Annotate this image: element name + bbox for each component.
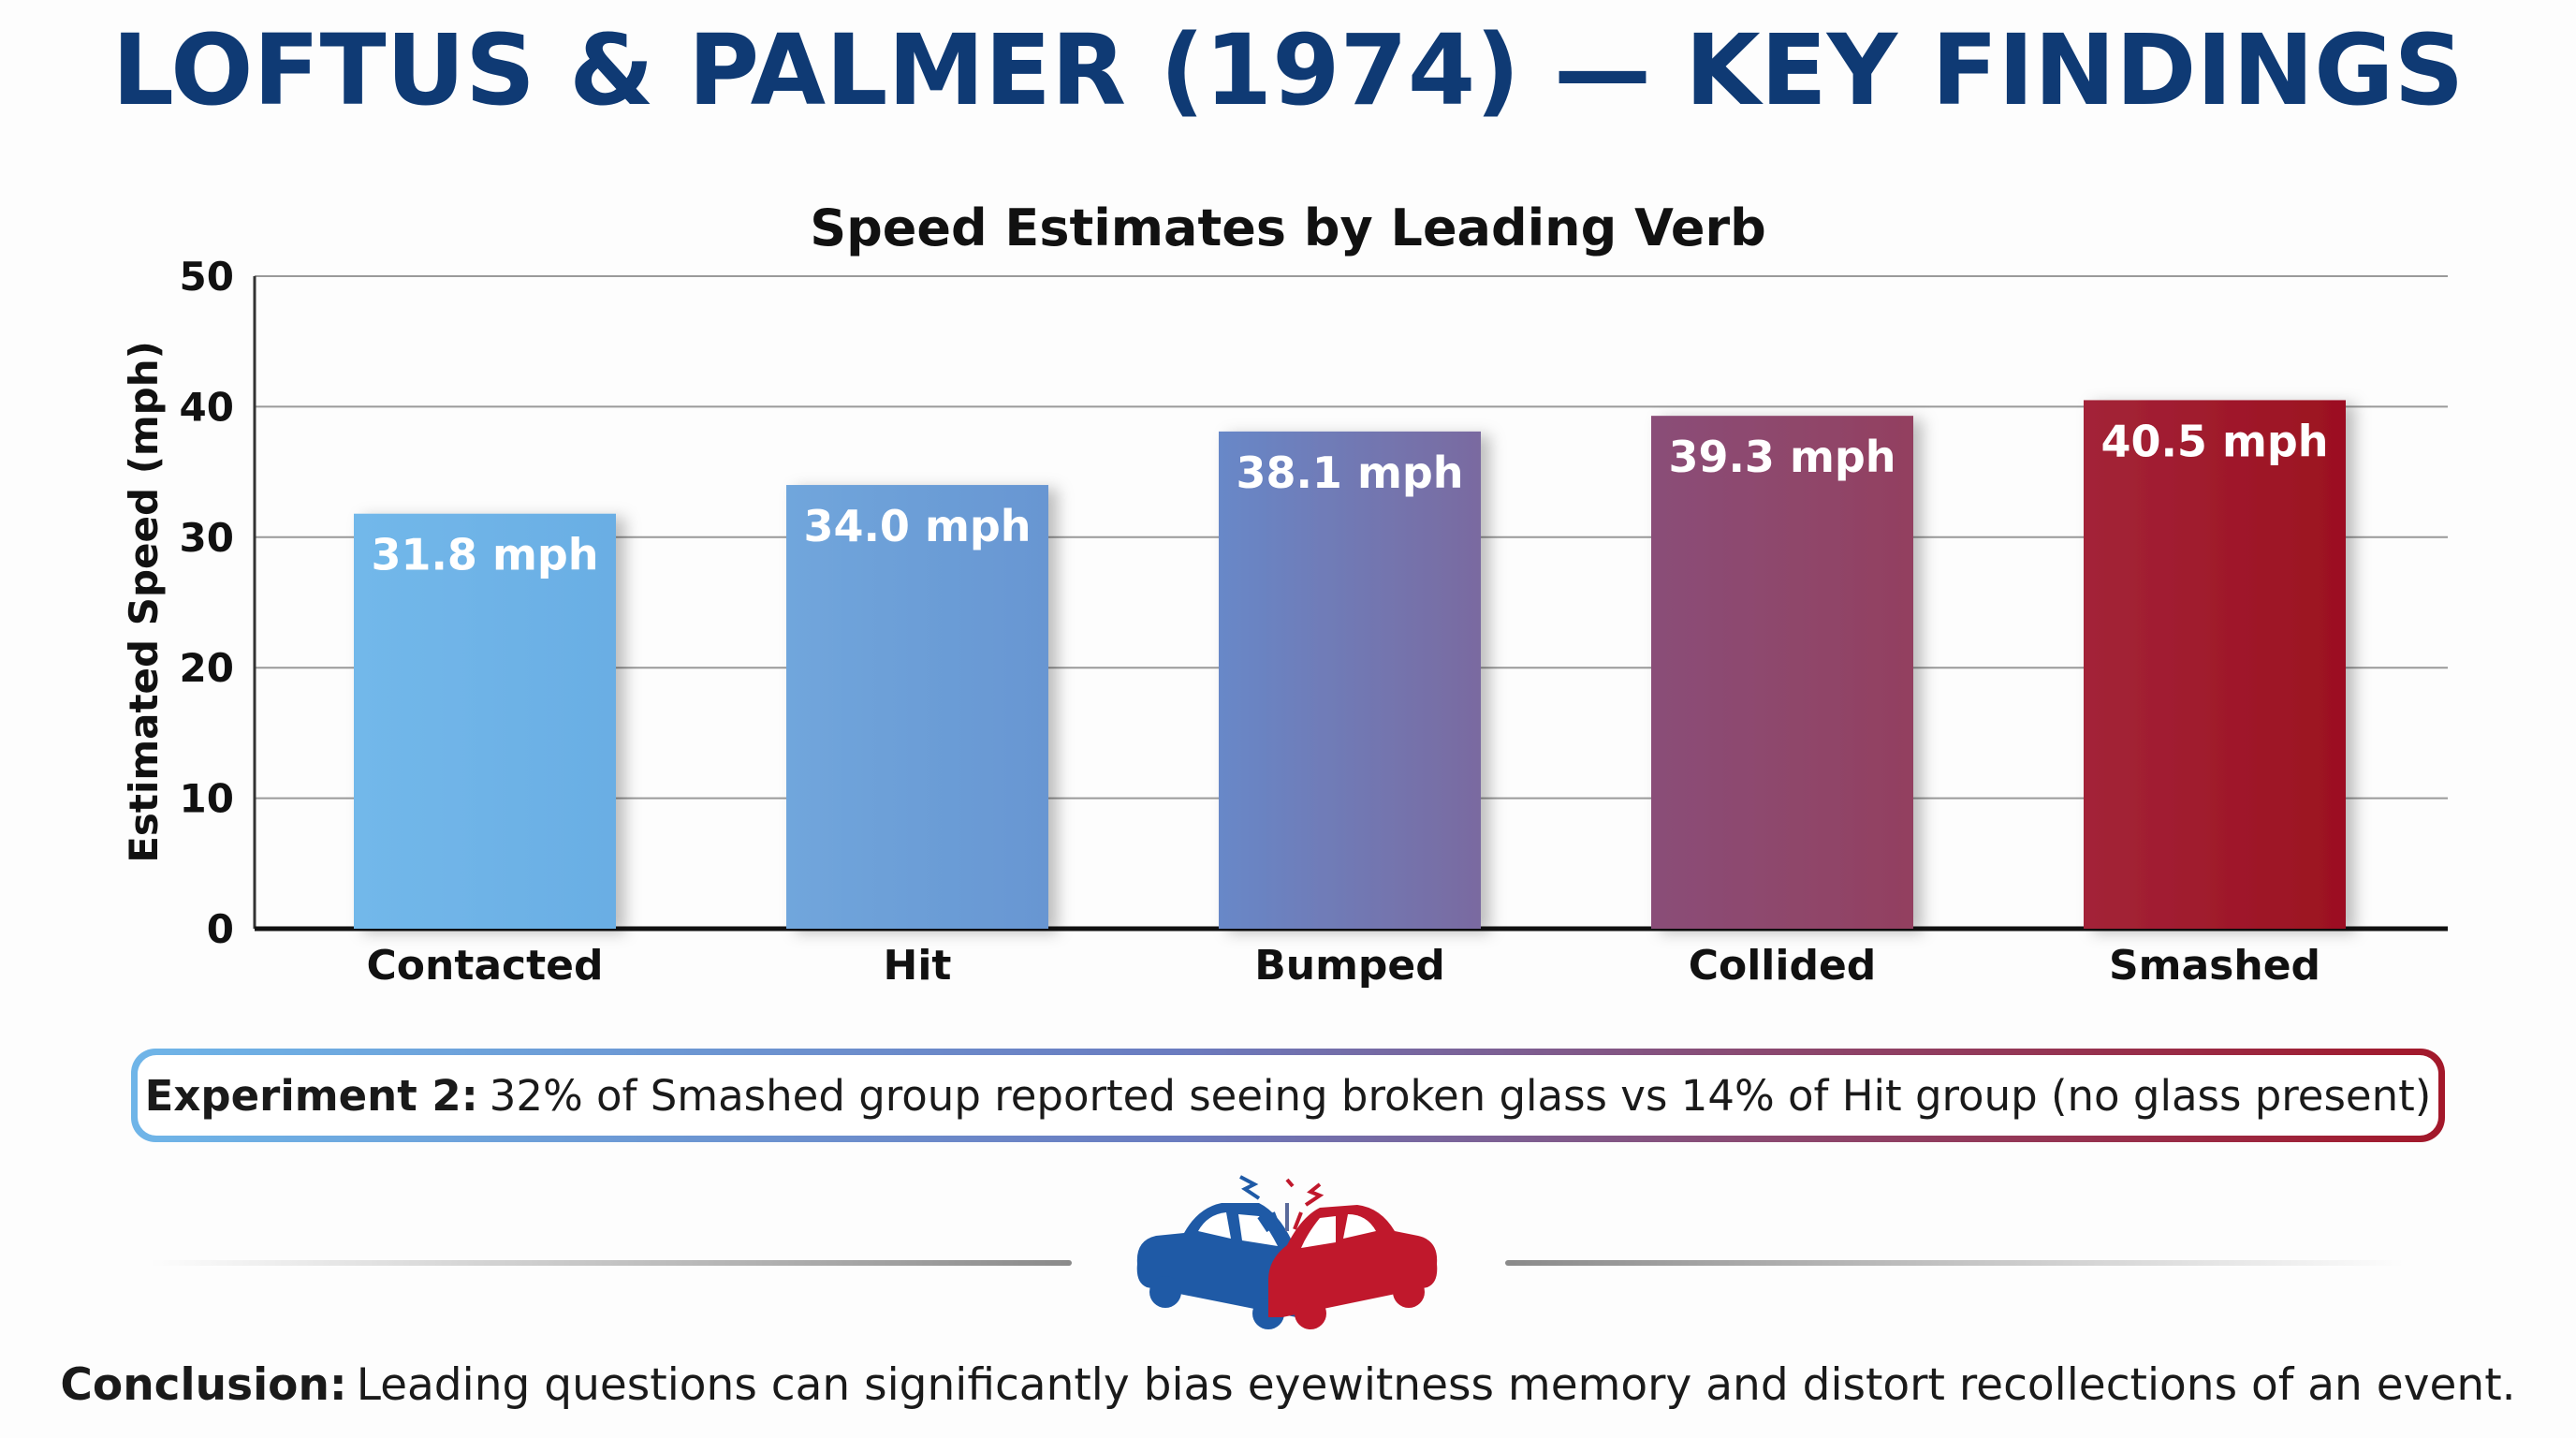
data-label: 38.1 mph	[1236, 448, 1463, 498]
y-tick-label: 30	[180, 515, 234, 561]
car-crash-icon	[1136, 1175, 1438, 1329]
chart-title: Speed Estimates by Leading Verb	[810, 198, 1766, 257]
bar-collided	[1651, 416, 1913, 930]
bar-hit	[786, 485, 1048, 929]
divider-left	[150, 1260, 1072, 1266]
divider-right	[1505, 1260, 2404, 1266]
bar-chart: Speed Estimates by Leading Verb 0 10 20 30 4…	[121, 198, 2448, 990]
y-axis-ticks: 0 10 20 30 40 50	[180, 254, 234, 952]
y-tick-label: 0	[207, 906, 234, 952]
x-axis-labels: Contacted Hit Bumped Collided Smashed	[366, 942, 2320, 990]
y-tick-label: 40	[180, 384, 234, 430]
y-tick-label: 10	[180, 776, 234, 822]
experiment-label: Experiment 2:	[144, 1070, 478, 1121]
experiment-callout: Experiment 2: 32% of Smashed group repor…	[131, 1049, 2445, 1142]
x-tick-label: Contacted	[366, 942, 603, 990]
x-tick-label: Hit	[884, 942, 952, 990]
data-label: 40.5 mph	[2100, 416, 2328, 466]
bar-bumped	[1219, 431, 1481, 929]
conclusion: Conclusion: Leading questions can signifi…	[0, 1359, 2576, 1411]
bar-contacted	[354, 513, 616, 929]
conclusion-label: Conclusion:	[60, 1359, 347, 1411]
data-label: 39.3 mph	[1668, 432, 1895, 482]
y-tick-label: 50	[180, 254, 234, 300]
x-tick-label: Smashed	[2109, 942, 2320, 990]
page-title: LOFTUS & PALMER (1974) — KEY FINDINGS	[111, 13, 2465, 127]
y-tick-label: 20	[180, 645, 234, 691]
bar-smashed	[2084, 400, 2346, 929]
data-label: 31.8 mph	[371, 530, 598, 580]
x-tick-label: Collided	[1689, 942, 1877, 990]
experiment-text: 32% of Smashed group reported seeing bro…	[489, 1070, 2432, 1121]
conclusion-text: Leading questions can significantly bias…	[356, 1359, 2516, 1411]
bars: 31.8 mph 34.0 mph 38.1 mph 39.3 mph 40.5 mph	[354, 400, 2346, 930]
y-axis-label: Estimated Speed (mph)	[121, 341, 167, 863]
data-label: 34.0 mph	[803, 501, 1031, 551]
x-tick-label: Bumped	[1254, 942, 1445, 990]
